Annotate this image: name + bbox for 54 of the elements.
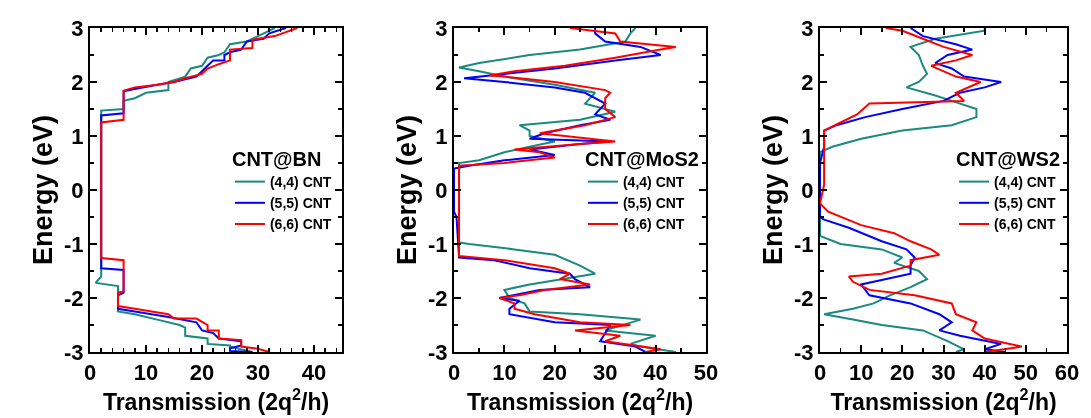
y-tick-label: -2 <box>428 285 448 311</box>
y-axis-title: Energy (eV) <box>27 114 58 266</box>
x-tick-label: 30 <box>592 360 618 386</box>
x-tick-label: 50 <box>693 360 719 386</box>
x-tick-label: 20 <box>189 360 215 386</box>
y-tick-label: 1 <box>71 123 84 149</box>
x-tick-label: 30 <box>245 360 271 386</box>
x-tick-label: 40 <box>972 360 997 386</box>
x-tick-label: 20 <box>542 360 568 386</box>
y-tick-label: 1 <box>435 123 448 149</box>
y-tick-label: 2 <box>435 69 448 95</box>
x-tick-label: 60 <box>1054 360 1080 386</box>
x-tick-label: 30 <box>931 360 956 386</box>
x-tick-label: 40 <box>643 360 668 386</box>
y-tick-label: 3 <box>71 15 84 41</box>
y-tick-label: 2 <box>71 69 84 95</box>
legend-label: (4,4) CNT <box>994 174 1056 191</box>
y-tick-label: -3 <box>428 339 448 365</box>
y-tick-label: 0 <box>801 177 814 203</box>
legend-label: (5,5) CNT <box>269 195 332 212</box>
y-tick-label: -3 <box>794 339 814 365</box>
y-tick-label: -3 <box>64 339 84 365</box>
legend-label: (6,6) CNT <box>269 216 332 233</box>
y-tick-label: 2 <box>801 69 814 95</box>
x-tick-label: 20 <box>890 360 915 386</box>
y-tick-label: -1 <box>64 231 84 257</box>
y-tick-label: 0 <box>71 177 84 203</box>
x-axis-title: Transmission (2q$^{2}$/h) <box>466 385 694 416</box>
y-tick-label: -1 <box>428 231 448 257</box>
x-tick-label: 50 <box>1013 360 1039 386</box>
legend-label: (5,5) CNT <box>994 195 1056 212</box>
legend-title: CNT@MoS2 <box>584 148 699 170</box>
legend-label: (5,5) CNT <box>622 195 685 212</box>
x-axis-title: Transmission (2q$^{2}$/h) <box>102 385 330 416</box>
y-tick-label: 3 <box>435 15 448 41</box>
x-tick-label: 10 <box>133 360 159 386</box>
legend-label: (6,6) CNT <box>994 216 1056 233</box>
x-tick-label: 10 <box>848 360 874 386</box>
x-axis-title: Transmission (2q$^{2}$/h) <box>830 385 1057 416</box>
y-tick-label: -2 <box>64 285 84 311</box>
legend-label: (4,4) CNT <box>269 174 332 191</box>
y-axis-title: Energy (eV) <box>391 114 422 266</box>
x-tick-label: 10 <box>492 360 517 386</box>
y-tick-label: -1 <box>794 231 814 257</box>
y-tick-label: 1 <box>801 123 814 149</box>
y-tick-label: 0 <box>435 177 448 203</box>
legend-label: (4,4) CNT <box>622 174 685 191</box>
legend-title: CNT@WS2 <box>956 148 1061 170</box>
y-tick-label: -2 <box>794 285 814 311</box>
legend-title: CNT@BN <box>231 148 322 170</box>
x-tick-label: 40 <box>301 360 327 386</box>
y-axis-title: Energy (eV) <box>757 114 788 266</box>
legend-label: (6,6) CNT <box>622 216 685 233</box>
y-tick-label: 3 <box>801 15 814 41</box>
